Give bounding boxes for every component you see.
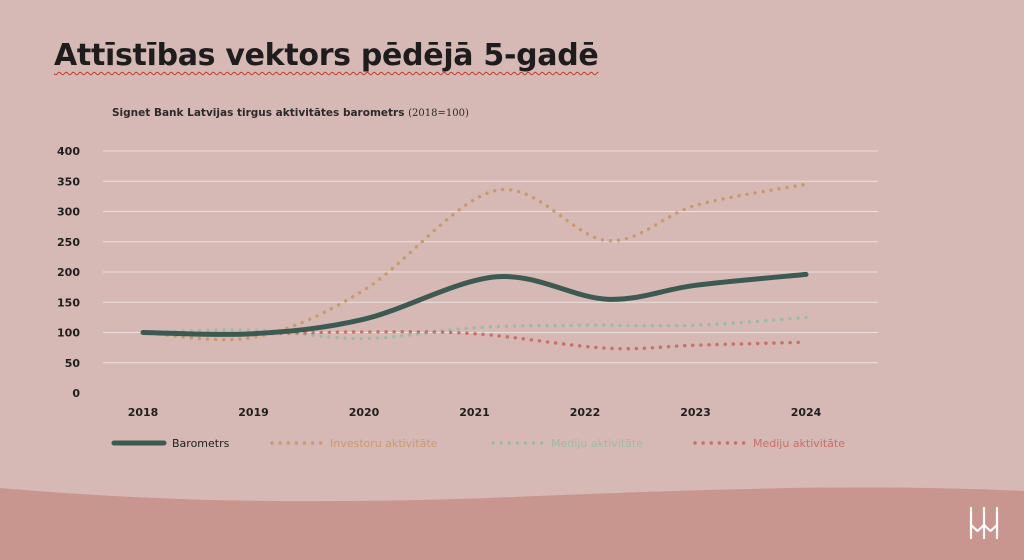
x-tick-label: 2018 (128, 406, 159, 419)
legend-label-3: Mediju aktivitāte (753, 437, 845, 450)
chart-subtitle-main: Signet Bank Latvijas tirgus aktivitātes … (112, 107, 405, 119)
series-line-1 (141, 182, 808, 342)
legend-label-0: Barometrs (172, 437, 230, 450)
y-tick-label: 400 (57, 145, 80, 158)
y-tick-label: 50 (65, 357, 81, 370)
y-tick-label: 150 (57, 296, 80, 309)
chart-subtitle-note: (2018=100) (408, 108, 469, 119)
legend-label-1: Investoru aktivitāte (330, 437, 438, 450)
slide-title: Attīstības vektors pēdējā 5-gadē (54, 38, 599, 73)
x-tick-label: 2022 (570, 406, 601, 419)
series-line-0 (140, 271, 809, 337)
chart-subtitle: Signet Bank Latvijas tirgus aktivitātes … (112, 107, 469, 119)
x-tick-label: 2024 (791, 406, 822, 419)
x-tick-label: 2019 (238, 406, 269, 419)
legend-label-2: Mediju aktivitāte (551, 437, 643, 450)
y-tick-label: 0 (72, 387, 80, 400)
x-tick-label: 2021 (459, 406, 490, 419)
y-tick-label: 300 (57, 206, 80, 219)
y-tick-label: 200 (57, 266, 80, 279)
y-tick-label: 350 (57, 175, 80, 188)
y-tick-label: 250 (57, 236, 80, 249)
signet-bank-logo-icon (969, 506, 999, 540)
x-tick-label: 2020 (349, 406, 380, 419)
series-line-2 (141, 315, 808, 341)
line-chart: 0 50 100 150 200 250 300 350 400 2018 2019 2020 2021… (57, 145, 878, 450)
y-tick-label: 100 (57, 327, 80, 340)
series-line-3 (141, 330, 808, 351)
x-tick-label: 2023 (680, 406, 711, 419)
